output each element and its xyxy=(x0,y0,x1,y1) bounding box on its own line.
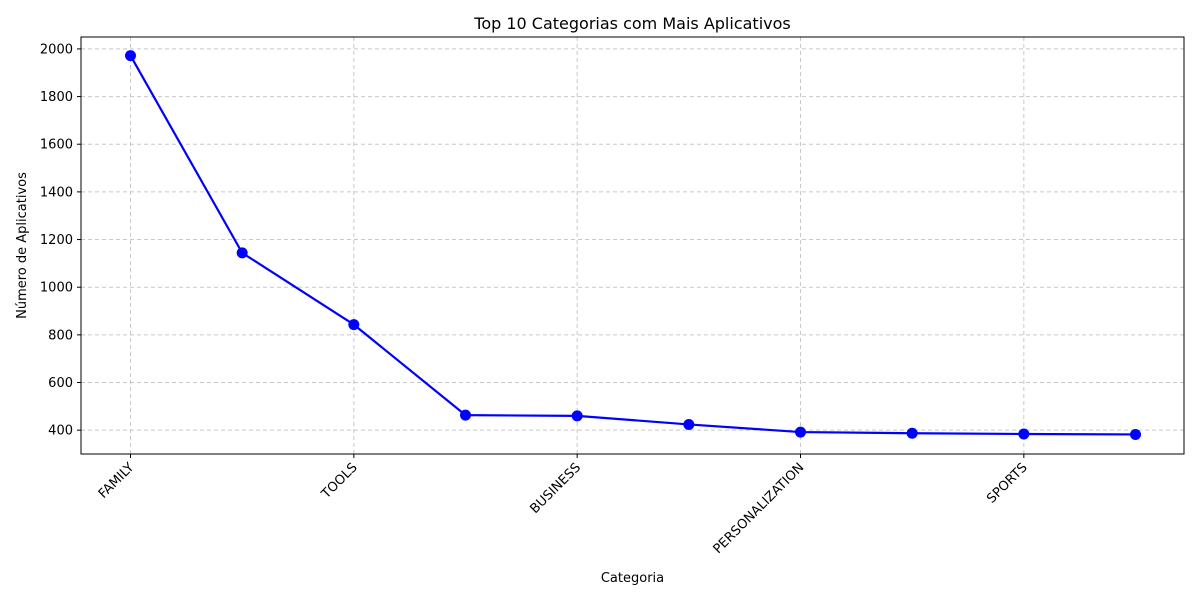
y-tick-label: 1800 xyxy=(40,90,73,105)
y-tick-label: 1200 xyxy=(40,233,73,248)
grid xyxy=(81,37,1184,454)
data-point xyxy=(1130,428,1141,440)
data-point xyxy=(236,247,248,259)
x-tick-label: FAMILY xyxy=(96,460,138,502)
y-tick-label: 800 xyxy=(48,328,73,343)
data-point xyxy=(571,410,583,422)
x-axis: FAMILY TOOLS BUSINESS PERSONALIZATION SPORTS xyxy=(96,454,1031,557)
x-tick-label: PERSONALIZATION xyxy=(711,460,808,557)
chart-title: Top 10 Categorias com Mais Aplicativos xyxy=(473,14,790,33)
data-point xyxy=(906,427,918,439)
data-point xyxy=(460,409,471,421)
y-tick-label: 2000 xyxy=(40,42,73,57)
y-axis: 400 600 800 1000 1200 1400 1600 1800 2000 xyxy=(40,42,81,439)
x-tick-label: TOOLS xyxy=(318,460,360,502)
data-point xyxy=(125,50,136,62)
y-axis-label: Número de Aplicativos xyxy=(15,172,30,319)
y-tick-label: 1400 xyxy=(40,185,73,200)
series-layer xyxy=(125,50,1141,440)
y-tick-label: 400 xyxy=(48,424,73,439)
y-tick-label: 600 xyxy=(48,376,73,391)
x-tick-label: SPORTS xyxy=(984,460,1030,506)
data-point xyxy=(795,426,806,438)
data-point xyxy=(1018,428,1030,440)
x-axis-label: Categoria xyxy=(601,571,664,586)
series-line xyxy=(129,55,1136,436)
x-tick-label: BUSINESS xyxy=(527,460,584,517)
y-tick-label: 1600 xyxy=(40,138,73,153)
y-tick-label: 1000 xyxy=(40,281,73,296)
data-point xyxy=(683,418,695,430)
data-point xyxy=(348,319,360,331)
plot-frame xyxy=(80,36,1185,455)
